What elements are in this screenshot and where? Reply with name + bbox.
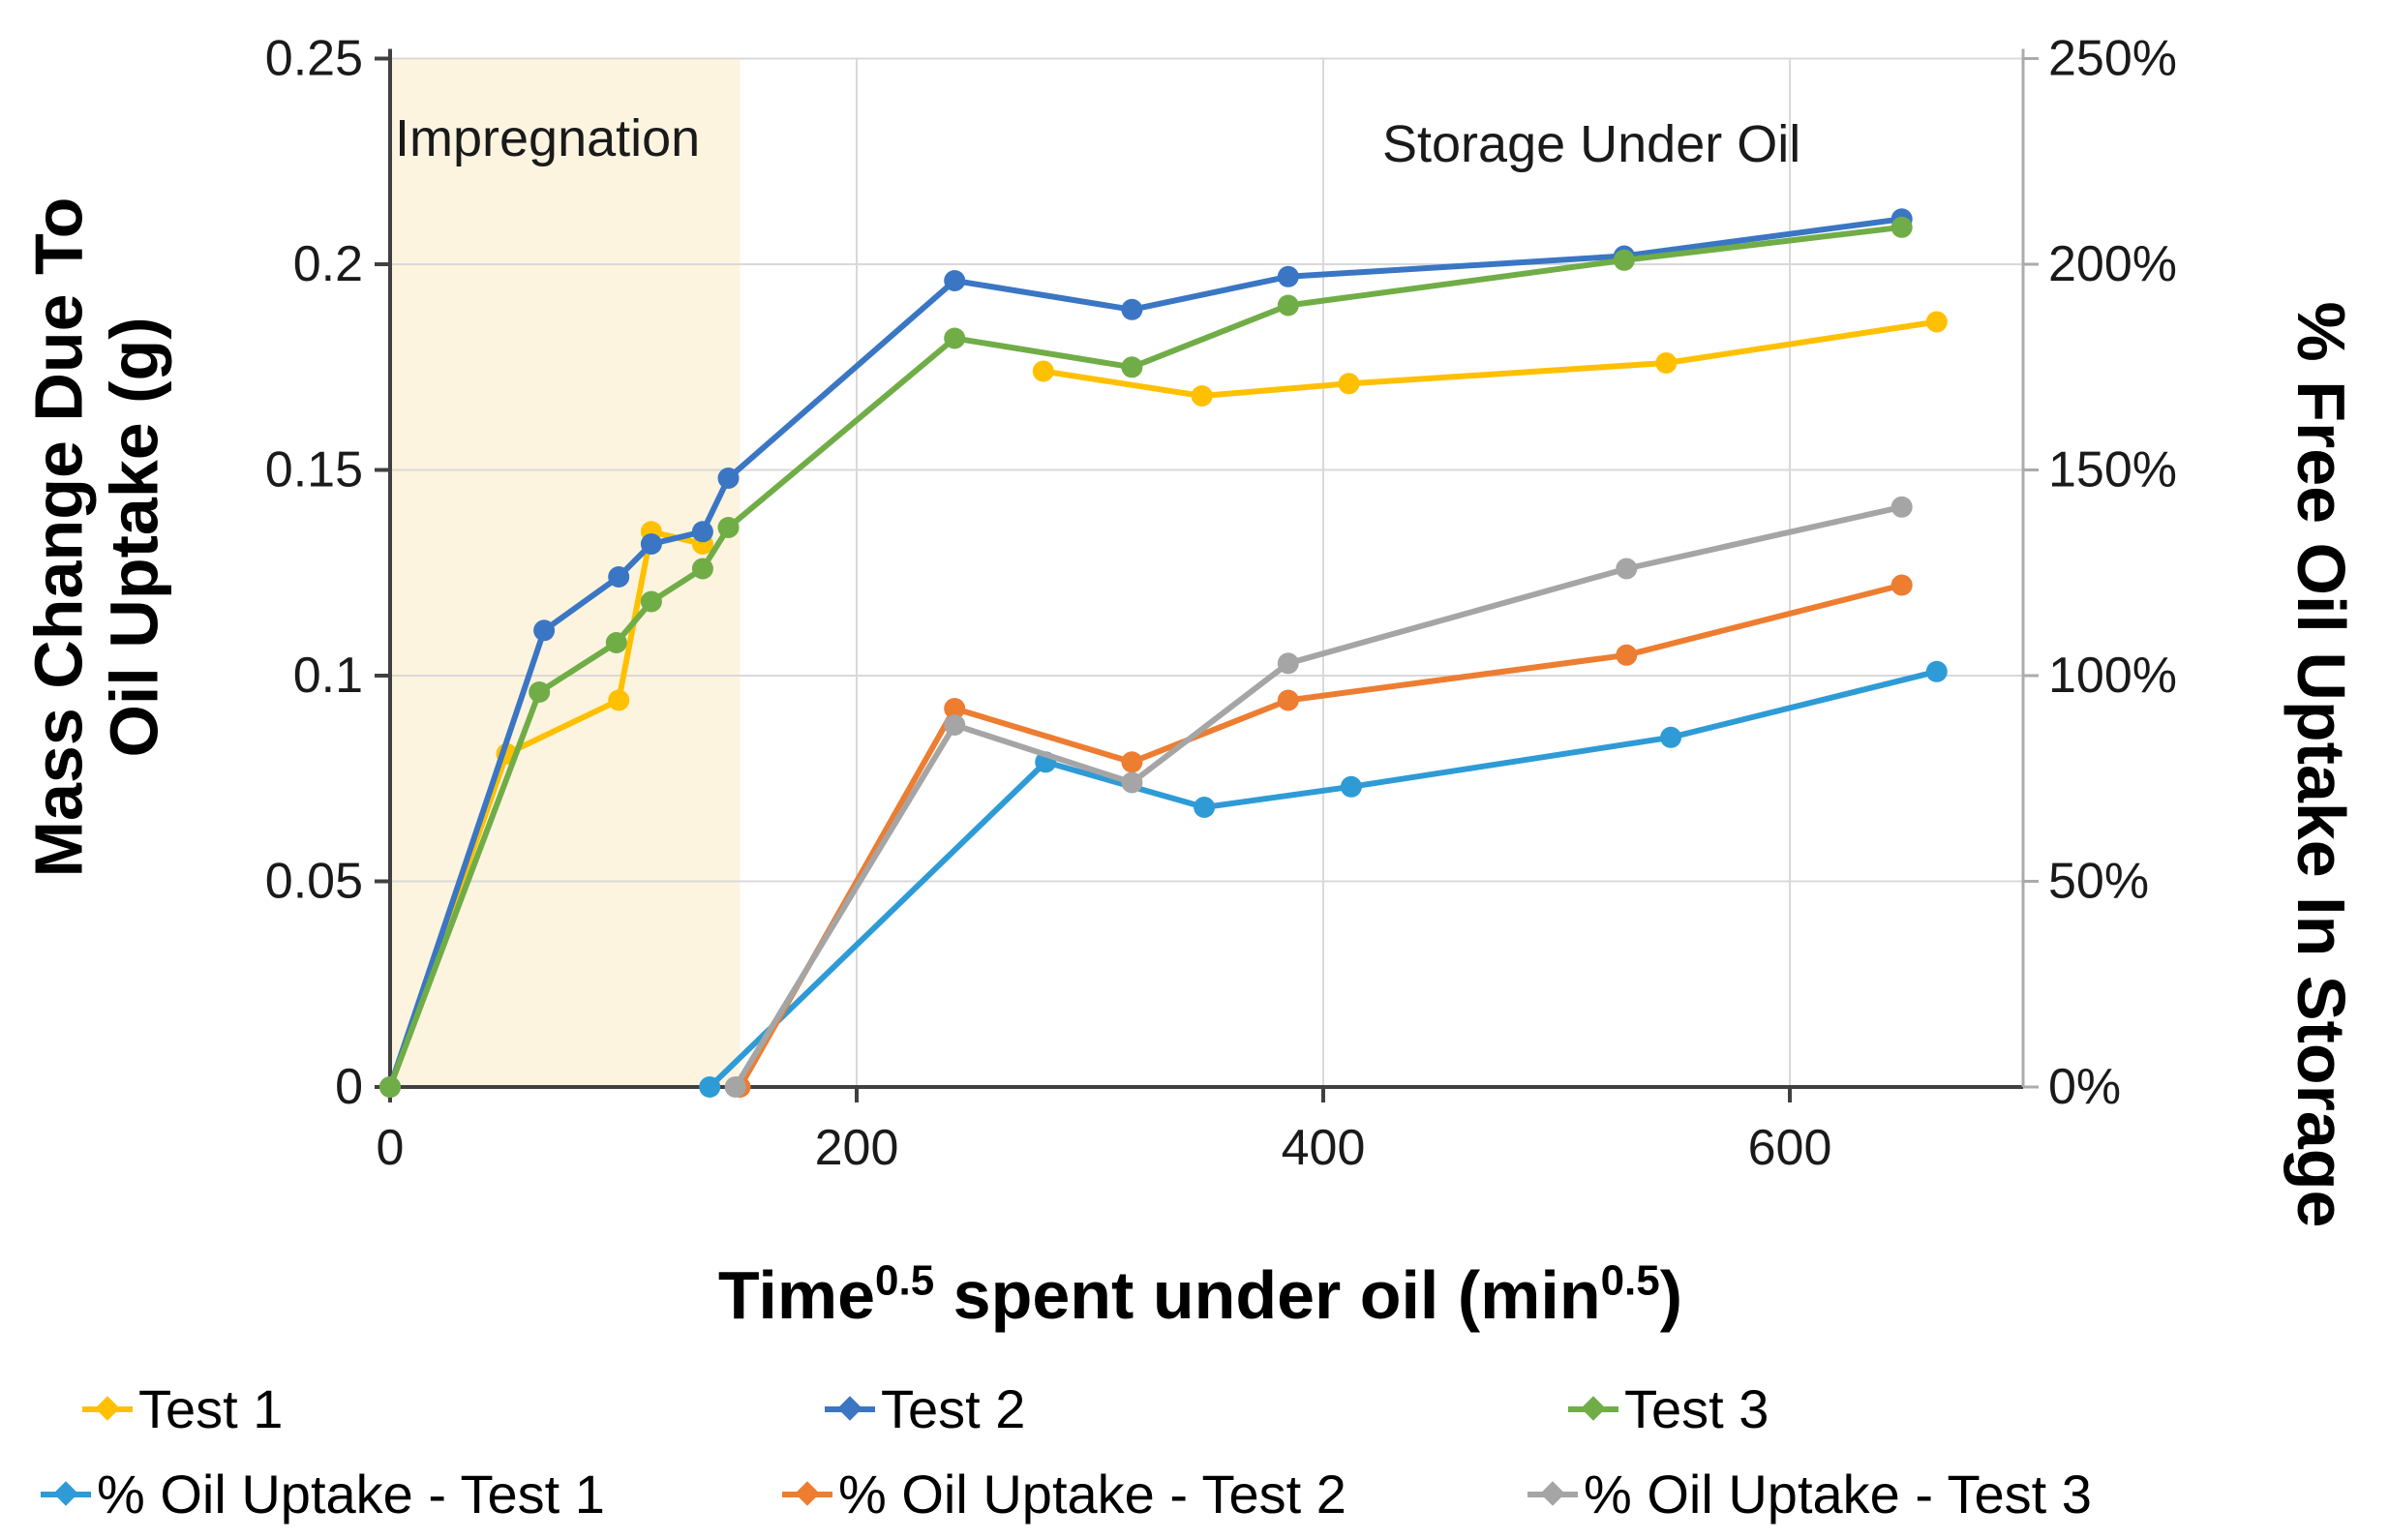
series-point-Test 1 — [1655, 352, 1678, 374]
series-point-Test 2 — [691, 521, 713, 543]
x-title-part1: Time — [717, 1257, 876, 1333]
series-point-% Oil Uptake - Test 3 — [1890, 496, 1913, 518]
series-point-Test 2 — [608, 566, 630, 588]
series-point-Test 3 — [717, 517, 740, 538]
series-line-% Oil Uptake - Test 1 — [707, 668, 1940, 1090]
left-axis-tick-label: 0 — [335, 1059, 363, 1115]
right-axis-tick-label: 200% — [2048, 236, 2177, 292]
series-line-% Oil Uptake - Test 2 — [737, 582, 1905, 1090]
series-point-Test 3 — [640, 590, 662, 613]
left-axis-tick-label: 0.15 — [265, 442, 363, 498]
x-title-sup1: 0.5 — [875, 1256, 935, 1305]
series-point-% Oil Uptake - Test 1 — [699, 1076, 721, 1098]
x-title-part2: spent under oil (min — [934, 1257, 1601, 1333]
series-point-Test 2 — [717, 468, 740, 489]
left-y-axis-title-line2: Oil Uptake (g) — [97, 317, 172, 758]
x-title-part3: ) — [1659, 1257, 1683, 1333]
series-point-% Oil Uptake - Test 2 — [1616, 644, 1638, 666]
series-point-Test 3 — [1890, 216, 1913, 238]
left-axis-tick-label: 0.25 — [265, 31, 363, 87]
storage-under-oil-label: Storage Under Oil — [1382, 115, 1801, 173]
x-axis-title: Time0.5 spent under oil (min0.5) — [718, 1256, 1682, 1334]
series-point-Test 1 — [608, 689, 630, 711]
series-point-% Oil Uptake - Test 1 — [1340, 775, 1362, 798]
right-y-axis-title: % Free Oil Uptake In Storage — [2283, 301, 2359, 1228]
series-point-% Oil Uptake - Test 3 — [944, 714, 966, 736]
left-axis-tick-label: 0.05 — [265, 854, 363, 910]
right-axis-tick-label: 150% — [2048, 442, 2177, 498]
x-axis-tick-label: 600 — [1748, 1120, 1832, 1176]
series-point-% Oil Uptake - Test 1 — [1660, 726, 1682, 748]
series-point-Test 2 — [944, 270, 966, 291]
series-point-Test 2 — [1277, 265, 1299, 287]
series-point-Test 3 — [605, 632, 627, 653]
series-point-Test 1 — [1338, 373, 1360, 395]
series-line-% Oil Uptake - Test 3 — [732, 503, 1905, 1090]
series-point-% Oil Uptake - Test 2 — [944, 698, 966, 719]
series-point-Test 2 — [1121, 298, 1143, 320]
left-axis-tick-label: 0.2 — [293, 236, 363, 292]
right-axis-tick-label: 100% — [2048, 648, 2177, 704]
series-point-Test 3 — [944, 327, 966, 349]
left-y-axis-title: Mass Change Due To Oil Uptake (g) — [21, 197, 173, 878]
series-point-% Oil Uptake - Test 3 — [1277, 652, 1299, 675]
left-axis-tick-label: 0.1 — [293, 648, 363, 704]
series-point-Test 1 — [1191, 385, 1213, 407]
x-axis-tick-label: 400 — [1282, 1120, 1366, 1176]
series-point-% Oil Uptake - Test 2 — [1890, 574, 1913, 596]
right-axis-tick-label: 50% — [2048, 854, 2149, 910]
series-point-Test 3 — [529, 681, 551, 703]
left-y-axis-title-line1: Mass Change Due To — [20, 196, 97, 878]
x-title-sup2: 0.5 — [1600, 1256, 1660, 1305]
series-point-% Oil Uptake - Test 1 — [1925, 660, 1948, 682]
right-axis-tick-label: 250% — [2048, 31, 2177, 87]
series-point-Test 3 — [1121, 356, 1143, 378]
series-point-Test 1 — [1925, 311, 1948, 333]
series-point-Test 2 — [533, 619, 556, 642]
series-point-Test 2 — [640, 533, 662, 555]
series-line-Test 1 — [1040, 318, 1940, 399]
impregnation-band-label: Impregnation — [395, 109, 701, 167]
series-point-% Oil Uptake - Test 2 — [1277, 689, 1299, 711]
series-point-% Oil Uptake - Test 1 — [1194, 797, 1216, 818]
series-point-Test 3 — [1277, 294, 1299, 317]
series-point-Test 1 — [1032, 360, 1054, 382]
series-point-Test 3 — [379, 1076, 401, 1098]
series-point-% Oil Uptake - Test 3 — [724, 1076, 746, 1098]
series-point-Test 3 — [1613, 249, 1635, 271]
x-axis-tick-label: 0 — [377, 1120, 405, 1176]
series-point-Test 3 — [691, 558, 713, 580]
series-point-% Oil Uptake - Test 3 — [1616, 558, 1638, 580]
series-point-% Oil Uptake - Test 2 — [1121, 751, 1143, 773]
x-axis-tick-label: 200 — [815, 1120, 899, 1176]
series-point-% Oil Uptake - Test 3 — [1121, 771, 1143, 794]
right-axis-tick-label: 0% — [2048, 1059, 2121, 1115]
